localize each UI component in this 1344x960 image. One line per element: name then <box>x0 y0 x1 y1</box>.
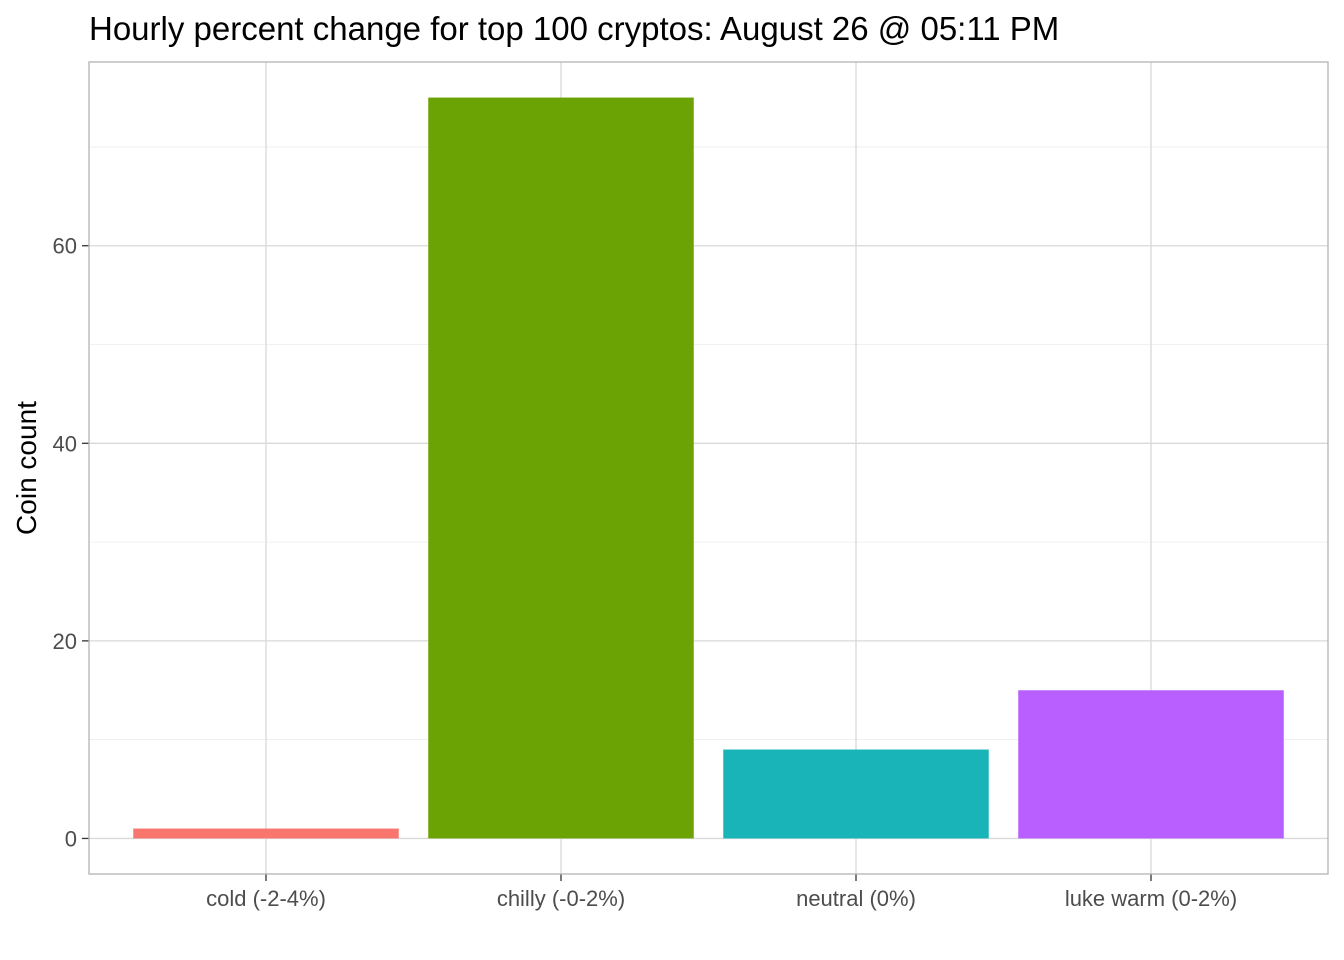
x-tick-label: chilly (-0-2%) <box>497 886 625 911</box>
y-axis-label: Coin count <box>11 401 42 535</box>
y-tick-label: 20 <box>53 629 77 654</box>
chart-title: Hourly percent change for top 100 crypto… <box>89 10 1059 47</box>
plot-panel-border <box>88 61 1329 875</box>
y-tick-label: 0 <box>65 826 77 851</box>
x-tick-label: cold (-2-4%) <box>206 886 326 911</box>
y-tick-label: 60 <box>53 234 77 259</box>
bar <box>428 97 694 839</box>
x-tick-label: neutral (0%) <box>796 886 916 911</box>
y-tick-label: 40 <box>53 431 77 456</box>
x-tick-label: luke warm (0-2%) <box>1065 886 1237 911</box>
x-axis-ticks: cold (-2-4%) chilly (-0-2%) neutral (0%) lu… <box>206 874 1237 911</box>
bar <box>1018 690 1284 839</box>
bar <box>133 828 399 839</box>
bars <box>133 97 1284 839</box>
bar <box>723 749 989 839</box>
y-axis-ticks: 0 20 40 60 <box>53 234 89 851</box>
